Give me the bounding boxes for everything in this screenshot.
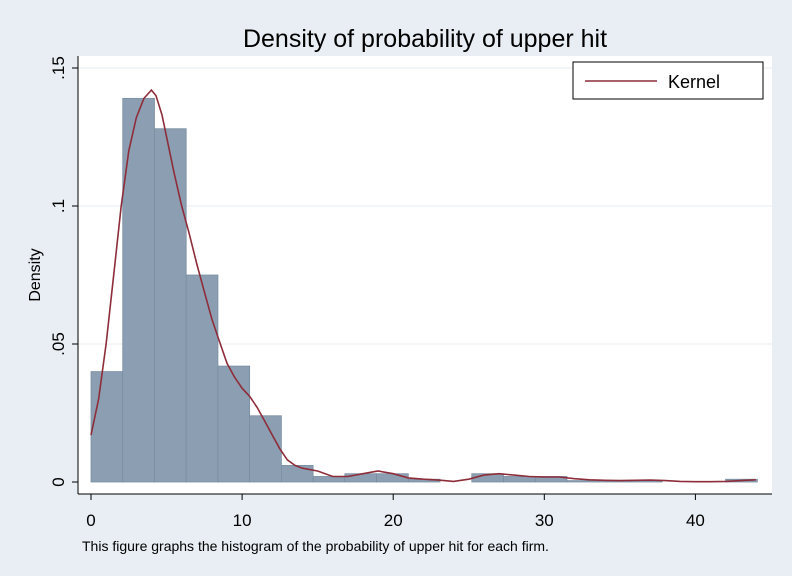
x-tick-label: 0: [86, 511, 95, 530]
kernel-density-line: [90, 88, 756, 483]
histogram-bar: [217, 365, 251, 483]
histogram-bar: [154, 128, 187, 483]
x-tick-label: 40: [686, 511, 705, 530]
legend: Kernel: [572, 61, 764, 100]
histogram-bar: [344, 473, 377, 483]
y-tick-label: .1: [49, 199, 68, 213]
histogram-bar: [280, 465, 314, 483]
x-tick-label: 20: [384, 511, 403, 530]
kernel-layer: [90, 88, 756, 483]
histogram-bar: [249, 415, 282, 483]
chart-title: Density of probability of upper hit: [243, 25, 607, 53]
y-tick-label: .15: [49, 56, 68, 80]
legend-kernel-label: Kernel: [668, 72, 720, 92]
chart-note: This figure graphs the histogram of the …: [82, 538, 549, 554]
histogram-bar: [566, 480, 600, 483]
histogram-bar: [90, 371, 124, 483]
y-tick-label: 0: [49, 477, 68, 486]
y-tick-label: .05: [49, 332, 68, 356]
x-tick-label: 10: [233, 511, 252, 530]
axes: 0 10 20 30 40 0 .05 .1 .15: [49, 56, 772, 530]
histogram-bar: [376, 473, 409, 483]
x-tick-label: 30: [535, 511, 554, 530]
y-axis-label: Density: [27, 248, 44, 301]
histogram-bar: [312, 476, 346, 483]
histogram-bar: [185, 274, 219, 483]
